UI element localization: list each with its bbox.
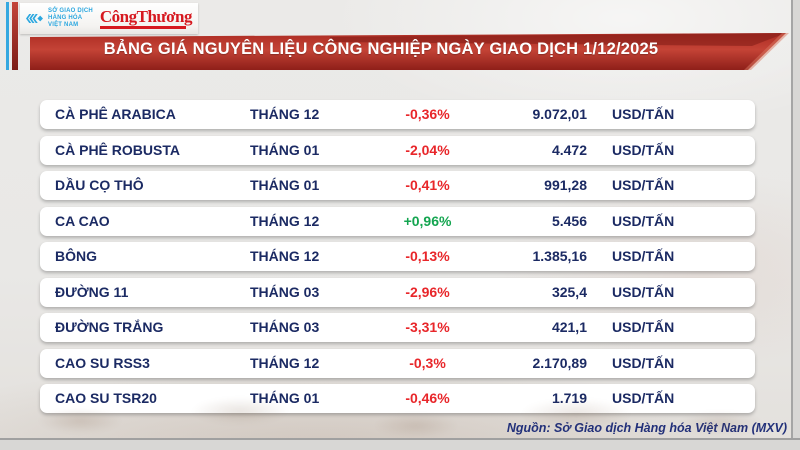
price-unit: USD/TẤN: [612, 141, 675, 158]
title-banner-ribbon: [30, 33, 789, 70]
commodity-name: CAO SU RSS3: [55, 354, 150, 371]
price-unit: USD/TẤN: [612, 177, 675, 193]
change-percent: -0,41%: [405, 177, 450, 193]
price-unit: USD/TẤN: [612, 248, 675, 264]
price-value: 2.170,89: [532, 354, 588, 371]
price-unit: USD/TẤN: [612, 319, 675, 335]
frame-edge-bottom: [0, 438, 800, 450]
change-percent: -0,46%: [370, 384, 485, 413]
commodity-name: BÔNG: [55, 248, 97, 264]
page-title: BẢNG GIÁ NGUYÊN LIỆU CÔNG NGHIỆP NGÀY GI…: [103, 40, 659, 58]
left-accent-red-stripe: [12, 2, 18, 70]
mxv-chevron-logo-icon: [26, 14, 44, 23]
source-credit: Nguồn: Sở Giao dịch Hàng hóa Việt Nam (M…: [507, 421, 787, 435]
table-row: DẦU CỌ THÔ THÁNG 01 -0,41% 991,28 USD/TẤ…: [40, 171, 755, 200]
price-unit: USD/TẤN: [612, 212, 675, 229]
price-value: 325,4: [551, 283, 587, 300]
contract-month: THÁNG 12: [250, 354, 320, 371]
change-percent: -3,31%: [405, 319, 450, 335]
frame-edge-right: [791, 0, 800, 450]
change-percent: -2,04%: [405, 141, 450, 158]
contract-month: THÁNG 03: [250, 283, 320, 300]
contract-month: THÁNG 12: [250, 106, 320, 122]
price-value: 9.072,01: [532, 106, 588, 122]
commodity-name: CÀ PHÊ ARABICA: [55, 106, 176, 122]
price-value: 4.472: [551, 141, 587, 158]
commodity-name: DẦU CỌ THÔ: [55, 177, 144, 193]
commodity-name: ĐƯỜNG TRẮNG: [55, 319, 164, 335]
price-value: 991,28: [544, 177, 587, 193]
cong-thuong-logo: CôngThương: [99, 7, 193, 29]
price-unit: USD/TẤN: [612, 384, 674, 413]
commodity-name: CAO SU TSR20: [55, 384, 157, 413]
change-percent: -0,36%: [405, 106, 450, 122]
price-value: 1.385,16: [532, 248, 588, 264]
table-row: CA CAO THÁNG 12 +0,96% 5.456 USD/TẤN: [40, 206, 755, 236]
mxv-logo-line3: VIỆT NAM: [48, 22, 79, 28]
price-unit: USD/TẤN: [612, 283, 675, 300]
commodity-name: ĐƯỜNG 11: [55, 283, 129, 300]
contract-month: THÁNG 03: [250, 319, 320, 335]
price-value: 5.456: [551, 212, 587, 229]
commodity-name: CÀ PHÊ ROBUSTA: [55, 141, 180, 158]
contract-month: THÁNG 01: [250, 177, 320, 193]
contract-month: THÁNG 12: [250, 212, 320, 229]
cong-thuong-logo-text: CôngThương: [99, 7, 193, 26]
price-value: 1.719: [468, 384, 587, 413]
table-row: CÀ PHÊ ROBUSTA THÁNG 01 -2,04% 4.472 USD…: [40, 135, 755, 165]
mxv-logo-line2: HÀNG HÓA: [48, 15, 83, 21]
price-unit: USD/TẤN: [612, 106, 675, 122]
price-table: CÀ PHÊ ARABICA THÁNG 12 -0,36% 9.072,01 …: [40, 100, 755, 420]
commodity-name: CA CAO: [55, 212, 110, 229]
change-percent: -0,13%: [405, 248, 450, 264]
contract-month: THÁNG 01: [250, 141, 320, 158]
price-value: 421,1: [551, 319, 587, 335]
logo-plate: SỞ GIAO DỊCH HÀNG HÓA VIỆT NAM CôngThươn…: [20, 3, 198, 34]
change-percent: -0,3%: [409, 354, 446, 371]
change-percent: -2,96%: [405, 283, 450, 300]
table-row: CAO SU RSS3 THÁNG 12 -0,3% 2.170,89 USD/…: [40, 348, 755, 378]
price-unit: USD/TẤN: [612, 354, 675, 371]
table-row: BÔNG THÁNG 12 -0,13% 1.385,16 USD/TẤN: [40, 242, 755, 271]
mxv-logo-text: SỞ GIAO DỊCH HÀNG HÓA VIỆT NAM: [48, 8, 93, 29]
change-percent: +0,96%: [403, 212, 452, 229]
mxv-logo-line1: SỞ GIAO DỊCH: [48, 8, 93, 14]
coffee-beans-background: [0, 392, 800, 440]
contract-month: THÁNG 01: [250, 384, 319, 413]
table-row: ĐƯỜNG 11 THÁNG 03 -2,96% 325,4 USD/TẤN: [40, 277, 755, 307]
contract-month: THÁNG 12: [250, 248, 320, 264]
table-row: CÀ PHÊ ARABICA THÁNG 12 -0,36% 9.072,01 …: [40, 100, 755, 129]
cong-thuong-logo-bar: [99, 26, 186, 29]
left-accent-blue-stripe: [6, 2, 9, 70]
table-row: ĐƯỜNG TRẮNG THÁNG 03 -3,31% 421,1 USD/TẤ…: [40, 313, 755, 342]
table-row: CAO SU TSR20 THÁNG 01 -0,46% 1.719 USD/T…: [40, 384, 755, 413]
